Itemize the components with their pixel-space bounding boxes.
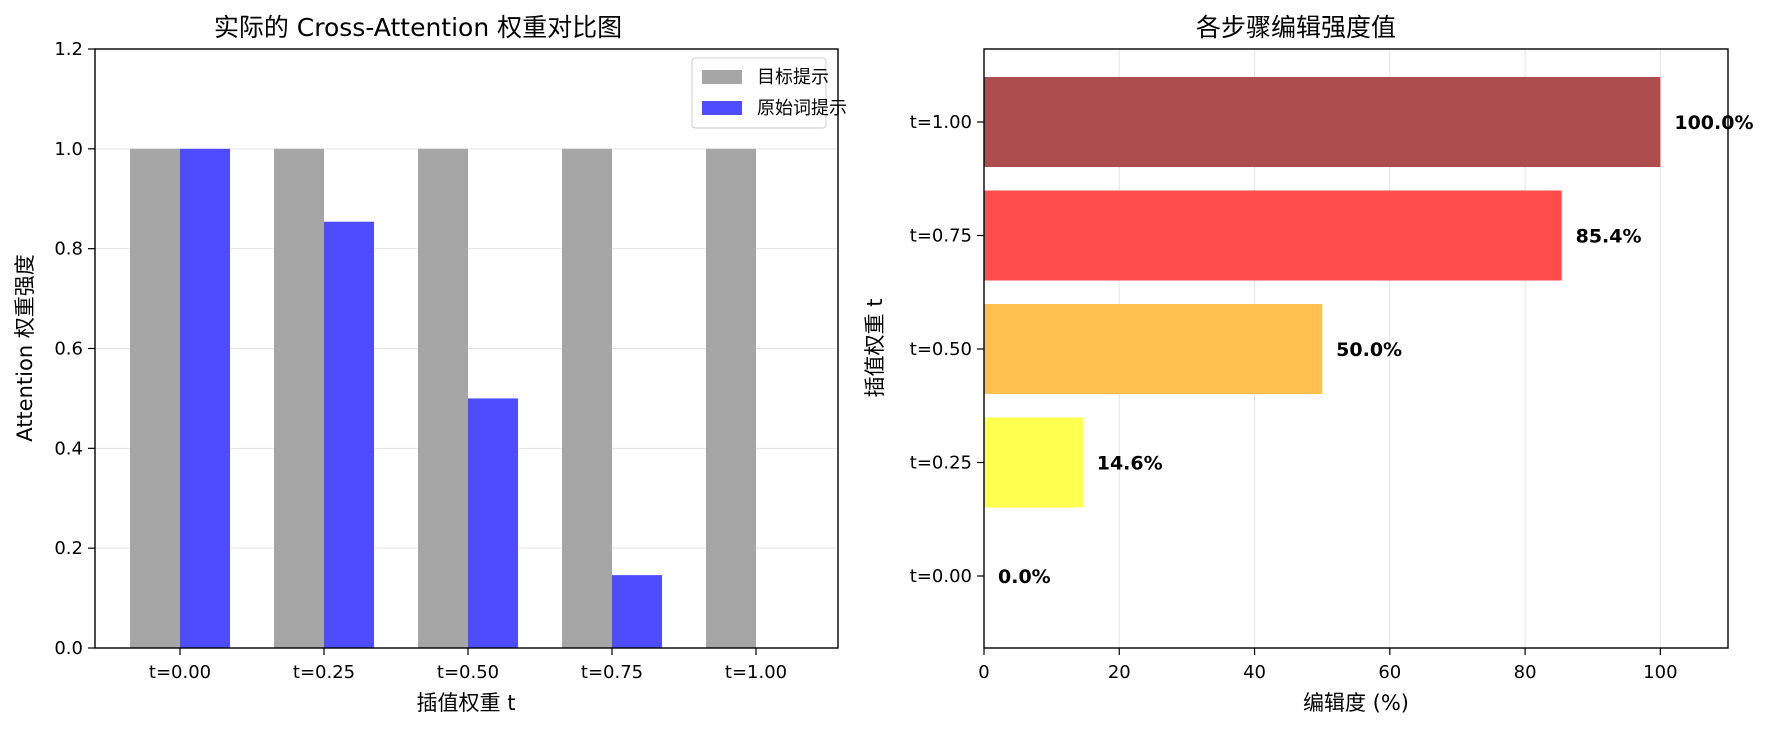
bar-target-1 xyxy=(274,148,324,649)
bars: 0.0% 14.6% 50.0% 85.4% 100.0% xyxy=(984,77,1754,588)
y-axis-label: Attention 权重强度 xyxy=(13,254,37,442)
x-tick-label: 20 xyxy=(1108,662,1131,683)
x-tick-label: 40 xyxy=(1243,662,1266,683)
bar-4 xyxy=(984,77,1661,167)
bar-original-0 xyxy=(180,148,230,649)
x-tick-label: t=0.00 xyxy=(149,662,211,683)
x-tick-label: 60 xyxy=(1378,662,1401,683)
data-label: 14.6% xyxy=(1097,453,1163,475)
chart-title: 实际的 Cross-Attention 权重对比图 xyxy=(214,13,622,42)
x-tick-label: 100 xyxy=(1643,662,1677,683)
x-tick-label: t=0.25 xyxy=(293,662,355,683)
y-tick-label: t=0.75 xyxy=(910,226,972,247)
y-tick-label: 0.8 xyxy=(54,239,83,260)
legend-label-target: 目标提示 xyxy=(757,67,829,88)
bar-3 xyxy=(984,190,1562,281)
x-tick-label: t=0.50 xyxy=(437,662,499,683)
legend: 目标提示 原始词提示 xyxy=(691,57,847,129)
y-tick-label: t=1.00 xyxy=(910,112,972,133)
y-tick-label: 1.0 xyxy=(54,139,83,160)
y-tick-label: 0.0 xyxy=(54,638,83,659)
y-tick-label: t=0.25 xyxy=(910,453,972,474)
chart-edit-strength: 各步骤编辑强度值 0.0% 14.6% 50.0% 85.4% 100.0% t=0.0… xyxy=(863,13,1754,715)
x-axis-ticks: t=0.00 t=0.25 t=0.50 t=0.75 t=1.00 xyxy=(149,648,787,683)
y-tick-label: 0.4 xyxy=(54,438,83,459)
legend-swatch-original xyxy=(702,101,742,115)
x-axis-label: 编辑度 (%) xyxy=(1303,691,1409,715)
chart-title: 各步骤编辑强度值 xyxy=(1196,13,1396,42)
data-label: 100.0% xyxy=(1674,112,1753,134)
y-tick-label: t=0.50 xyxy=(910,339,972,360)
data-label: 0.0% xyxy=(998,566,1051,588)
x-tick-label: 80 xyxy=(1514,662,1537,683)
legend-swatch-target xyxy=(702,70,742,84)
data-label: 85.4% xyxy=(1576,226,1642,248)
bar-target-2 xyxy=(418,148,468,649)
y-axis-ticks: t=0.00 t=0.25 t=0.50 t=0.75 t=1.00 xyxy=(910,112,984,587)
chart-attention-weights: 实际的 Cross-Attention 权重对比图 0.00.20.40.60.… xyxy=(13,13,847,715)
bars xyxy=(130,148,756,649)
y-tick-label: 0.6 xyxy=(54,339,83,360)
bar-1 xyxy=(984,417,1083,508)
bar-original-3 xyxy=(612,575,662,648)
y-tick-label: t=0.00 xyxy=(910,566,972,587)
y-tick-label: 0.2 xyxy=(54,538,83,559)
legend-label-original: 原始词提示 xyxy=(757,98,847,119)
bar-original-2 xyxy=(468,398,518,648)
x-axis-label: 插值权重 t xyxy=(417,691,516,715)
bar-2 xyxy=(984,304,1323,394)
x-axis-ticks: 0 20 40 60 80 100 xyxy=(978,648,1678,683)
data-label: 50.0% xyxy=(1336,339,1402,361)
bar-original-1 xyxy=(324,221,374,648)
x-tick-label: t=1.00 xyxy=(725,662,787,683)
x-tick-label: t=0.75 xyxy=(581,662,643,683)
y-axis-ticks: 0.0 0.2 0.4 0.6 0.8 1.0 1.2 xyxy=(54,39,95,659)
bar-target-3 xyxy=(562,148,612,649)
x-tick-label: 0 xyxy=(978,662,989,683)
bar-target-4 xyxy=(706,148,756,649)
y-tick-label: 1.2 xyxy=(54,39,83,60)
bar-target-0 xyxy=(130,148,180,649)
y-axis-label: 插值权重 t xyxy=(863,299,887,398)
